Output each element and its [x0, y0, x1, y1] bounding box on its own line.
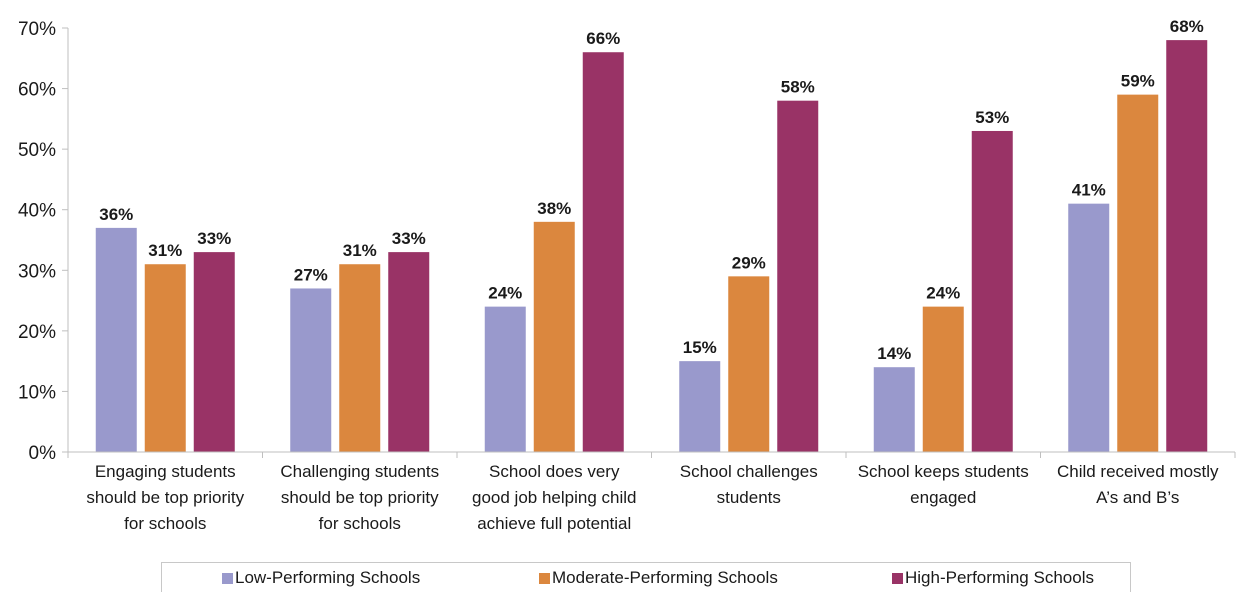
- legend-swatch-high: [892, 572, 903, 584]
- legend-swatch-moderate: [539, 572, 550, 584]
- y-tick-label: 30%: [18, 261, 56, 282]
- bar: [777, 100, 819, 452]
- data-label: 24%: [488, 284, 522, 303]
- x-category-label: School keeps students: [858, 462, 1029, 481]
- data-label: 14%: [877, 344, 911, 363]
- data-label: 33%: [392, 229, 426, 248]
- x-category-label: should be top priority: [86, 488, 244, 507]
- legend-label-moderate: Moderate-Performing Schools: [552, 568, 778, 587]
- legend: Low-Performing Schools Moderate-Performi…: [161, 562, 1131, 592]
- y-tick-label: 60%: [18, 80, 56, 101]
- bar: [1166, 40, 1208, 452]
- x-category-label: good job helping child: [472, 488, 636, 507]
- bar: [728, 276, 770, 452]
- bars: 36% 31% 33% 27% 31% 33% 24% 38% 66% 15% 29% 58% 14% 2…: [95, 17, 1208, 452]
- x-category-label: Engaging students: [95, 462, 236, 481]
- bar: [1068, 203, 1110, 452]
- data-label: 53%: [975, 108, 1009, 127]
- data-label: 31%: [343, 241, 377, 260]
- bar: [533, 221, 575, 452]
- data-label: 41%: [1072, 181, 1106, 200]
- data-label: 27%: [294, 265, 328, 284]
- legend-item-moderate: Moderate-Performing Schools: [539, 568, 778, 588]
- x-category-label: Challenging students: [280, 462, 439, 481]
- x-category-label: School does very: [489, 462, 620, 481]
- data-label: 31%: [148, 241, 182, 260]
- x-category-label: for schools: [319, 514, 401, 533]
- bar: [193, 252, 235, 452]
- data-label: 33%: [197, 229, 231, 248]
- legend-label-high: High-Performing Schools: [905, 568, 1094, 587]
- x-category-label: School challenges: [680, 462, 818, 481]
- data-label: 36%: [99, 205, 133, 224]
- data-label: 59%: [1121, 72, 1155, 91]
- bar: [144, 264, 186, 452]
- bar: [582, 52, 624, 452]
- y-axis: 0% 10% 20% 30% 40% 50% 60% 70%: [18, 19, 69, 464]
- x-category-label: engaged: [910, 488, 976, 507]
- data-label: 24%: [926, 284, 960, 303]
- y-tick-label: 70%: [18, 19, 56, 40]
- bar: [290, 288, 332, 452]
- bar: [388, 252, 430, 452]
- y-tick-label: 10%: [18, 382, 56, 403]
- y-tick-label: 40%: [18, 201, 56, 222]
- bar: [679, 361, 721, 452]
- bar-chart: 0%10%20%30%40%50%60%70% 36%31%33%27%31%3…: [18, 17, 1236, 533]
- data-label: 15%: [683, 338, 717, 357]
- bar: [873, 367, 915, 452]
- data-label: 58%: [781, 78, 815, 97]
- bar: [1117, 94, 1159, 452]
- bar: [339, 264, 381, 452]
- data-label: 38%: [537, 199, 571, 218]
- legend-item-high: High-Performing Schools: [892, 568, 1094, 588]
- x-category-label: should be top priority: [281, 488, 439, 507]
- legend-swatch-low: [222, 572, 233, 584]
- x-category-label: for schools: [124, 514, 206, 533]
- x-category-label: students: [717, 488, 781, 507]
- data-label: 29%: [732, 253, 766, 272]
- data-label: 68%: [1170, 17, 1204, 36]
- y-tick-label: 20%: [18, 322, 56, 343]
- legend-label-low: Low-Performing Schools: [235, 568, 421, 587]
- y-tick-label: 0%: [29, 443, 57, 464]
- bar: [484, 306, 526, 452]
- x-category-label: A’s and B’s: [1096, 488, 1179, 507]
- data-label: 66%: [586, 29, 620, 48]
- bar: [922, 306, 964, 452]
- x-axis: Engaging students should be top priority f…: [67, 451, 1236, 533]
- bar: [95, 227, 137, 452]
- bar: [971, 130, 1013, 452]
- x-category-label: achieve full potential: [477, 514, 631, 533]
- legend-item-low: Low-Performing Schools: [222, 568, 420, 588]
- x-category-label: Child received mostly: [1057, 462, 1219, 481]
- y-tick-label: 50%: [18, 140, 56, 161]
